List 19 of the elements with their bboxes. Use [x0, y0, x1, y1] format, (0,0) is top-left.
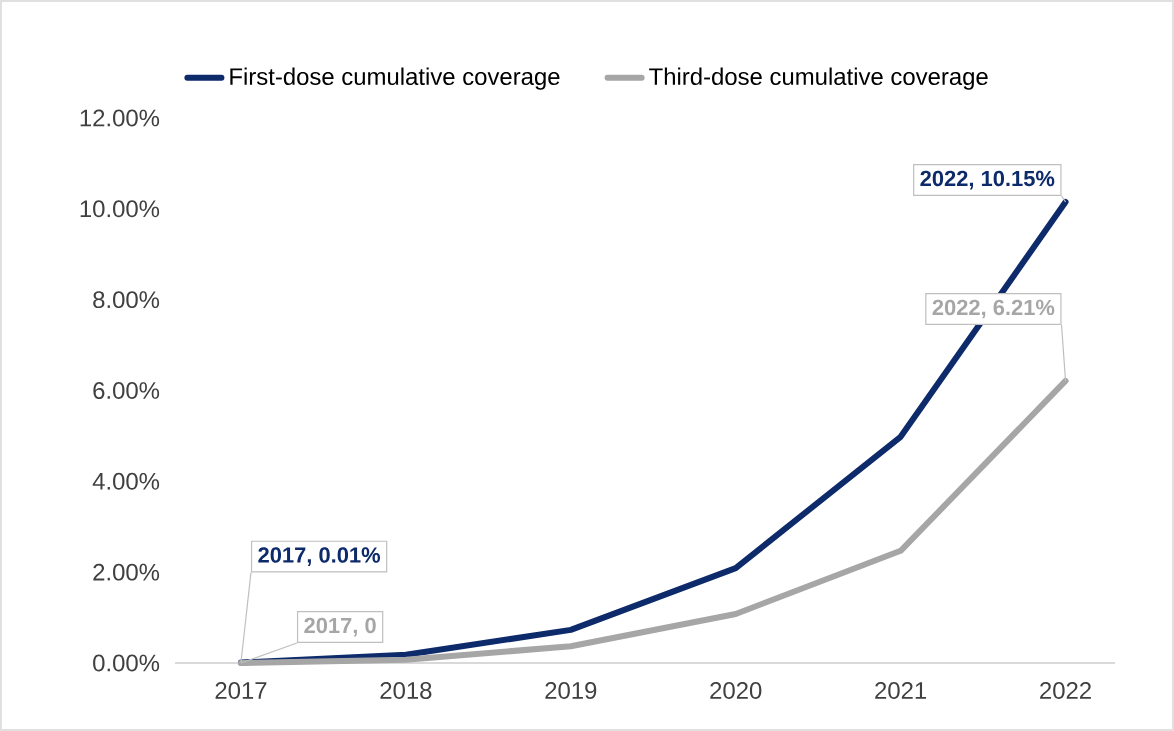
x-tick-label: 2020 [710, 682, 762, 699]
x-tick-label: 2019 [545, 682, 597, 699]
x-tick-label: 2022 [1040, 682, 1091, 699]
data-label: 2022, 10.15% [920, 170, 1055, 190]
y-tick-label: 12.00% [80, 109, 160, 127]
data-label: 2017, 0.01% [258, 547, 381, 566]
y-tick-label: 4.00% [92, 472, 160, 490]
x-tick-label: 2018 [380, 682, 432, 699]
y-tick-label: 2.00% [93, 563, 160, 581]
x-tick-label: 2021 [875, 682, 927, 699]
legend-label: Third-dose cumulative coverage [649, 67, 988, 90]
y-tick-label: 10.00% [80, 200, 160, 218]
y-tick-label: 0.00% [93, 654, 160, 672]
y-tick-label: 6.00% [93, 382, 160, 399]
y-tick-label: 8.00% [93, 291, 160, 309]
x-tick-label: 2017 [215, 682, 267, 699]
data-label: 2022, 6.21% [932, 299, 1055, 319]
legend-label: First-dose cumulative coverage [230, 67, 560, 90]
data-label: 2017, 0 [304, 617, 376, 637]
